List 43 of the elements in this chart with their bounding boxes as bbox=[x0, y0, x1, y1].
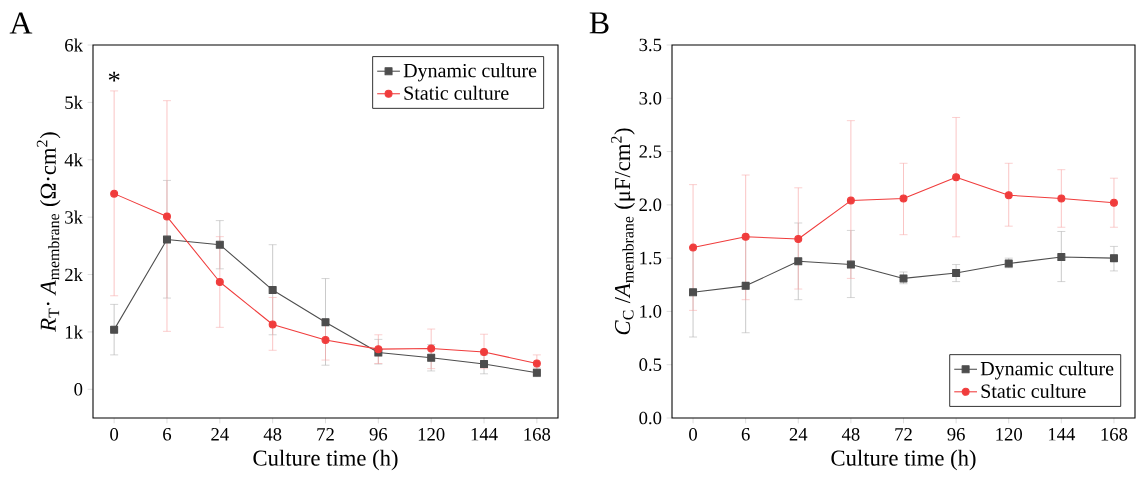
x-tick-label: 0 bbox=[689, 428, 697, 441]
x-tick-label: 120 bbox=[418, 428, 445, 441]
legend-label: Static culture bbox=[981, 383, 1086, 398]
y-tick-label: 1.0 bbox=[640, 305, 662, 318]
x-tick-label: 144 bbox=[471, 428, 498, 441]
x-tick-label: 6 bbox=[163, 428, 172, 441]
y-tick-label: 3.5 bbox=[639, 38, 662, 52]
x-tick-label: 120 bbox=[996, 428, 1023, 441]
legend-label: Dynamic culture bbox=[980, 361, 1114, 380]
legend-label: Static culture bbox=[404, 85, 509, 100]
x-tick-label: 0 bbox=[110, 428, 119, 441]
x-tick-label: 72 bbox=[317, 428, 334, 441]
x-tick-label: 72 bbox=[895, 428, 912, 441]
y-tick-label: 2.0 bbox=[639, 198, 662, 212]
y-tick-label: 0.5 bbox=[639, 358, 662, 372]
x-tick-label: 168 bbox=[524, 428, 551, 441]
x-tick-label: 24 bbox=[789, 428, 808, 441]
annotation: * bbox=[108, 71, 120, 82]
y-axis-title: R$_{T}$· A$_{membrane}$ (Ω·cm$^{2}$) bbox=[36, 132, 61, 332]
y-tick-label: 5k bbox=[65, 95, 83, 109]
y-tick-label: 2.5 bbox=[639, 145, 662, 158]
x-tick-label: 6 bbox=[741, 428, 750, 441]
x-tick-label: 48 bbox=[841, 428, 860, 441]
y-tick-label: 6k bbox=[65, 38, 83, 52]
y-tick-label: 4k bbox=[64, 153, 83, 167]
y-tick-label: 2k bbox=[65, 268, 83, 282]
legend-label: Dynamic culture bbox=[403, 63, 537, 82]
chart-title: B bbox=[589, 12, 609, 34]
x-tick-label: 144 bbox=[1048, 428, 1076, 441]
x-tick-label: 48 bbox=[263, 428, 282, 441]
x-axis-title: Culture time (h) bbox=[831, 449, 976, 471]
y-tick-label: 1k bbox=[65, 325, 83, 339]
x-tick-label: 24 bbox=[211, 428, 229, 441]
y-tick-label: 0 bbox=[74, 383, 83, 396]
y-tick-label: 0.0 bbox=[639, 411, 662, 425]
chart-title: A bbox=[9, 12, 33, 34]
x-tick-label: 96 bbox=[369, 428, 388, 441]
y-tick-label: 3k bbox=[65, 210, 83, 224]
x-tick-label: 168 bbox=[1101, 428, 1128, 441]
y-tick-label: 1.5 bbox=[640, 251, 662, 265]
x-axis-title: Culture time (h) bbox=[253, 449, 398, 471]
y-tick-label: 3.0 bbox=[639, 91, 662, 105]
x-tick-label: 96 bbox=[947, 428, 965, 441]
